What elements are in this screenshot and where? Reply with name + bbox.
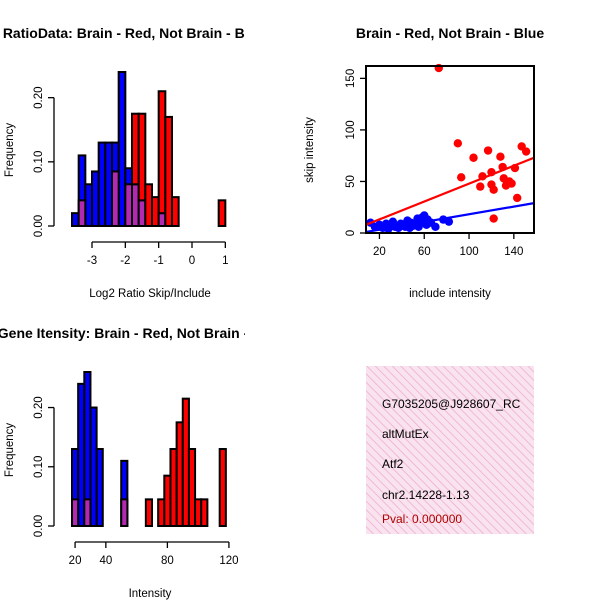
x-tick-label-2: 80 — [161, 555, 174, 567]
red-bar-9 — [187, 448, 197, 527]
red-fit-line — [365, 156, 535, 226]
ratio-histogram-xlabel: Log2 Ratio Skip/Include — [89, 288, 210, 300]
red-point-2 — [457, 173, 466, 182]
intensity-histogram-xlabel: Intensity — [129, 588, 172, 600]
overlap-bar-2 — [120, 498, 129, 528]
info-panel-background — [366, 366, 534, 534]
y-tick-label-2: 0.20 — [33, 86, 45, 108]
scatter-frame — [365, 65, 535, 234]
red-point-18 — [513, 193, 522, 203]
intensity-histogram-title: Gene Itensity: Brain - Red, Not Brain - … — [0, 325, 262, 341]
intensity-scatter-panel: Brain - Red, Not Brain - Blue 20 60 100 140… — [304, 25, 544, 300]
x-tick-label-1: -2 — [120, 255, 130, 267]
overlap-bar-0 — [71, 498, 80, 528]
scatter-x-tick-label-3: 140 — [504, 246, 523, 258]
x-tick-label-1: 40 — [99, 555, 112, 567]
y-tick-label-1: 0.10 — [33, 151, 45, 173]
scatter-xlabel: include intensity — [409, 288, 491, 300]
x-tick-label-0: -3 — [87, 255, 97, 267]
scatter-x-tick-label-0: 20 — [373, 246, 386, 258]
x-tick-label-2: -1 — [154, 255, 164, 267]
ratio-histogram-bars — [71, 71, 227, 228]
red-point-20 — [521, 147, 531, 156]
blue-fit-line — [365, 202, 535, 234]
x-tick-label-3: 0 — [189, 255, 195, 267]
red-point-1 — [453, 139, 463, 148]
red-point-4 — [476, 182, 485, 191]
info-panel: G7035205@J928607_RC altMutEx Atf2 chr2.1… — [366, 366, 534, 534]
scatter-ylabel: skip intensity — [304, 117, 316, 183]
red-bar-10 — [217, 199, 227, 227]
blue-point-26 — [431, 222, 440, 232]
red-point-10 — [489, 185, 498, 194]
ratio-histogram-ylabel: Frequency — [4, 123, 16, 178]
ratio-histogram-panel: RatioData: Brain - Red, Not Brain - Blu … — [3, 25, 257, 300]
red-bar-12 — [218, 448, 227, 527]
x-tick-label-3: 120 — [219, 555, 238, 567]
scatter-y-tick-label-2: 100 — [345, 120, 357, 139]
scatter-x-tick-label-2: 100 — [459, 246, 478, 258]
blue-bar-5 — [104, 141, 114, 227]
scatter-x-tick-label-1: 60 — [418, 246, 431, 258]
y-tick-label-1: 0.10 — [33, 456, 45, 478]
red-bar-4 — [137, 112, 147, 202]
intensity-histogram-panel: Gene Itensity: Brain - Red, Not Brain - … — [0, 325, 262, 600]
red-bar-11 — [200, 498, 209, 528]
y-tick-label-0: 0.00 — [33, 215, 45, 237]
red-bar-9 — [171, 196, 180, 227]
intensity-histogram-bars — [71, 371, 227, 528]
red-point-3 — [469, 153, 478, 162]
intensity-histogram-ylabel: Frequency — [4, 423, 16, 478]
y-tick-label-0: 0.00 — [33, 515, 45, 537]
blue-bar-4 — [97, 141, 107, 227]
scatter-y-tick-label-3: 150 — [345, 69, 357, 88]
blue-bar-4 — [95, 448, 104, 527]
overlap-bar-1 — [111, 170, 120, 227]
red-point-16 — [507, 179, 516, 188]
blue-point-28 — [444, 217, 454, 226]
overlap-bar-1 — [83, 498, 92, 528]
blue-bar-3 — [91, 170, 100, 227]
blue-bar-0 — [71, 212, 80, 228]
x-tick-label-4: 1 — [222, 255, 228, 267]
red-bar-8 — [164, 115, 173, 227]
blue-bar-2 — [84, 183, 94, 228]
scatter-y-tick-label-1: 50 — [345, 175, 357, 188]
red-point-11 — [496, 152, 505, 161]
scatter-title: Brain - Red, Not Brain - Blue — [356, 25, 544, 41]
x-tick-label-0: 20 — [69, 555, 82, 567]
ratio-histogram-title: RatioData: Brain - Red, Not Brain - Blu — [3, 25, 257, 41]
y-tick-label-2: 0.20 — [33, 396, 45, 418]
intensity-histogram-axes: 20 40 80 120 0.00 0.10 0.20 — [33, 396, 239, 567]
info-probe-id: G7035205@J928607_RC — [382, 397, 521, 411]
info-pval: Pval: 0.000000 — [382, 512, 462, 526]
scatter-y-tick-label-0: 0 — [345, 230, 357, 236]
blue-bar-7 — [117, 71, 127, 227]
red-point-9 — [489, 214, 498, 223]
scatter-plot-area: 20 60 100 140 0 50 100 150 — [345, 63, 535, 258]
ratio-histogram-axes: -3 -2 -1 0 1 0.00 0.10 0.20 — [33, 86, 229, 267]
overlap-bar-0 — [77, 199, 87, 227]
info-location: chr2.14228-1.13 — [382, 488, 470, 502]
red-bar-3 — [144, 498, 154, 528]
info-gene-symbol: Atf2 — [382, 457, 404, 471]
red-point-6 — [483, 146, 493, 155]
info-event-type: altMutEx — [382, 427, 429, 441]
